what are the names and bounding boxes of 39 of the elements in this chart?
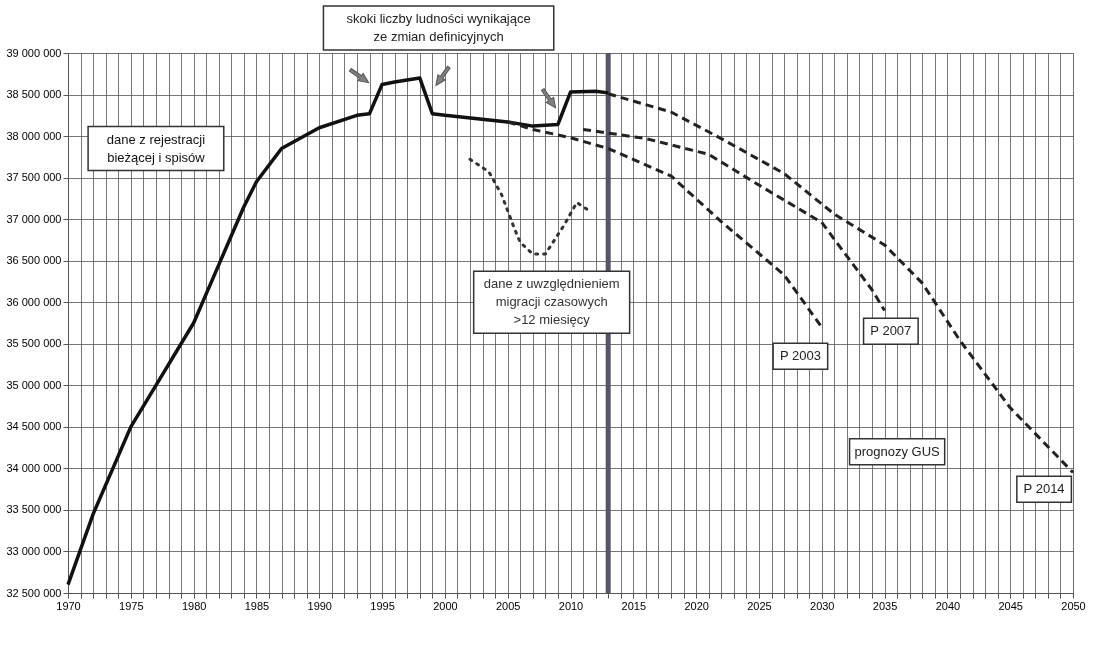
y-tick-label: 36 500 000: [6, 254, 62, 267]
y-tick-label: 38 500 000: [6, 88, 62, 101]
x-tick-label: 2000: [433, 599, 458, 612]
x-tick-label: 2025: [747, 599, 772, 612]
x-tick-label: 2035: [872, 599, 898, 612]
y-tick-label: 36 000 000: [6, 295, 62, 308]
x-tick-label: 1995: [370, 599, 395, 612]
x-tick-label: 2030: [810, 599, 835, 612]
series-label: P 2014: [1023, 481, 1065, 497]
annotation: prognozy GUS: [854, 443, 941, 459]
y-tick-label: 39 000 000: [6, 46, 62, 59]
text: skoki liczby ludności wynikające ze zmian definicyjnych: [346, 11, 531, 45]
y-tick-label: 33 000 000: [6, 544, 62, 557]
text: dane z uwzględnieniem migracji czasowych >12 miesięcy: [483, 276, 620, 328]
x-tick-label: 1990: [307, 599, 332, 612]
x-tick-label: 2050: [1061, 599, 1086, 612]
y-tick-label: 33 500 000: [6, 503, 62, 516]
y-tick-label: 32 500 000: [6, 586, 62, 599]
x-tick-label: 2045: [998, 599, 1023, 612]
y-tick-label: 35 000 000: [6, 378, 62, 391]
y-tick-label: 37 000 000: [6, 212, 62, 225]
x-tick-label: 2015: [621, 599, 647, 612]
series-label: P 2003: [779, 348, 821, 364]
x-tick-label: 1985: [244, 599, 270, 612]
x-tick-label: 2020: [684, 599, 709, 612]
x-tick-label: 2005: [495, 599, 521, 612]
text: dane z rejestracji bieżącej i spisów: [106, 131, 206, 165]
x-tick-label: 1975: [119, 599, 144, 612]
line-series: [468, 157, 591, 256]
x-tick-label: 1980: [181, 599, 207, 612]
series-label: P 2007: [870, 323, 912, 339]
x-tick-label: 1970: [56, 599, 81, 612]
x-tick-label: 2040: [935, 599, 961, 612]
y-tick-label: 35 500 000: [6, 337, 62, 350]
x-tick-label: 2010: [558, 599, 584, 612]
y-tick-label: 38 000 000: [6, 129, 62, 142]
y-tick-label: 37 500 000: [6, 171, 62, 184]
y-tick-label: 34 500 000: [6, 420, 62, 433]
y-tick-label: 34 000 000: [6, 461, 62, 474]
